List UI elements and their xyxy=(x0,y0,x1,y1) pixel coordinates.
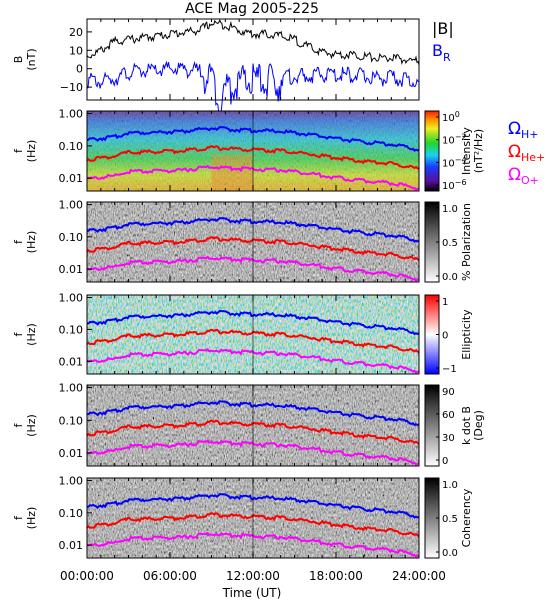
colorbar-tick-label: 0.5 xyxy=(442,238,458,249)
colorbar-tick-label: 1.0 xyxy=(442,480,458,491)
series-b-total xyxy=(86,18,420,66)
x-axis-title: Time (UT) xyxy=(222,586,282,600)
legend-hplus: ΩH+ xyxy=(508,119,539,141)
colorbar-tick-label: 1.0 xyxy=(442,204,458,215)
colorbar-tick-label: 100 xyxy=(442,110,460,124)
y-axis-unit: (Hz) xyxy=(25,140,38,163)
y-axis-label: f xyxy=(12,422,25,427)
colorbar-tick-label: 0 xyxy=(442,331,448,342)
x-tick-label: 24:00:00 xyxy=(392,569,446,583)
y-tick-label: −10 xyxy=(60,81,83,94)
y-tick-label: 0.10 xyxy=(59,231,84,244)
colorbar-tick-label: 0.0 xyxy=(442,548,458,559)
x-tick-label: 18:00:00 xyxy=(309,569,363,583)
panel-field xyxy=(86,18,420,117)
colorbar-kdotb xyxy=(424,384,440,467)
y-tick-label: 1.00 xyxy=(59,292,84,305)
figure-title: ACE Mag 2005-225 xyxy=(185,1,319,17)
colorbar-tick-label: 10−6 xyxy=(442,178,467,192)
y-tick-label: 0.01 xyxy=(59,447,84,460)
legend-b-r: BR xyxy=(432,41,451,64)
y-axis-unit: (nT) xyxy=(25,48,38,70)
panel-coherency xyxy=(86,477,440,559)
panel-intensity xyxy=(86,110,440,192)
colorbar-tick-label: 0.5 xyxy=(442,514,458,525)
y-axis-unit: (Hz) xyxy=(25,231,38,254)
colorbar-intensity xyxy=(424,110,440,192)
y-tick-label: 1.00 xyxy=(59,108,84,121)
panel-ellipticity xyxy=(86,294,440,375)
colorbar-tick-label: 0.0 xyxy=(442,272,458,283)
y-tick-label: 1.00 xyxy=(59,382,84,395)
y-axis-label: f xyxy=(12,239,25,244)
legend-b-total: |B| xyxy=(432,19,454,38)
colorbar-tick-label: −1 xyxy=(442,364,457,375)
y-tick-label: 0.10 xyxy=(59,323,84,336)
colorbar-tick-label: 30 xyxy=(442,433,455,444)
y-axis-label: B xyxy=(12,56,25,64)
colorbar-title: % Polarization xyxy=(460,203,473,281)
y-tick-label: 0.01 xyxy=(59,355,84,368)
colorbar-tick-label: 0 xyxy=(442,456,448,467)
x-tick-label: 12:00:00 xyxy=(226,569,280,583)
y-tick-label: 0.01 xyxy=(59,263,84,276)
colorbar-unit: (nT²/Hz) xyxy=(472,129,485,173)
y-tick-label: 0.10 xyxy=(59,414,84,427)
colorbar-title: Coherency xyxy=(460,488,473,547)
y-tick-label: 0.10 xyxy=(59,507,84,520)
series-b-r xyxy=(86,60,420,117)
colorbar-tick-label: 60 xyxy=(442,410,455,421)
y-tick-label: 0.01 xyxy=(59,539,84,552)
y-tick-label: 1.00 xyxy=(59,475,84,488)
y-axis-unit: (Hz) xyxy=(25,507,38,530)
legend-oplus: ΩO+ xyxy=(508,165,539,187)
y-tick-label: 1.00 xyxy=(59,199,84,212)
y-tick-label: 10 xyxy=(69,44,83,57)
colorbar-title: Ellipticity xyxy=(460,309,473,360)
y-axis-label: f xyxy=(12,148,25,153)
panel-polarization xyxy=(86,201,440,283)
colorbar-title: k dot B xyxy=(460,406,473,445)
y-axis-unit: (Hz) xyxy=(25,414,38,437)
frame-field xyxy=(86,18,420,101)
colorbar-unit: (Deg) xyxy=(472,410,485,441)
colorbar-tick-label: 90 xyxy=(442,387,455,398)
colorbar-tick-label: 1 xyxy=(442,297,448,308)
plot-layers xyxy=(86,18,440,559)
legend-heplus: ΩHe+ xyxy=(508,142,545,164)
x-tick-label: 00:00:00 xyxy=(60,569,114,583)
colorbar-title: Intensity xyxy=(460,127,473,175)
y-tick-label: 20 xyxy=(69,26,83,39)
y-tick-label: 0.01 xyxy=(59,172,84,185)
y-axis-label: f xyxy=(12,515,25,520)
y-tick-label: 0.10 xyxy=(59,140,84,153)
y-axis-label: f xyxy=(12,331,25,336)
y-tick-label: 0 xyxy=(76,63,83,76)
x-tick-label: 06:00:00 xyxy=(143,569,197,583)
panel-kdotb xyxy=(86,384,440,467)
y-axis-unit: (Hz) xyxy=(25,323,38,346)
